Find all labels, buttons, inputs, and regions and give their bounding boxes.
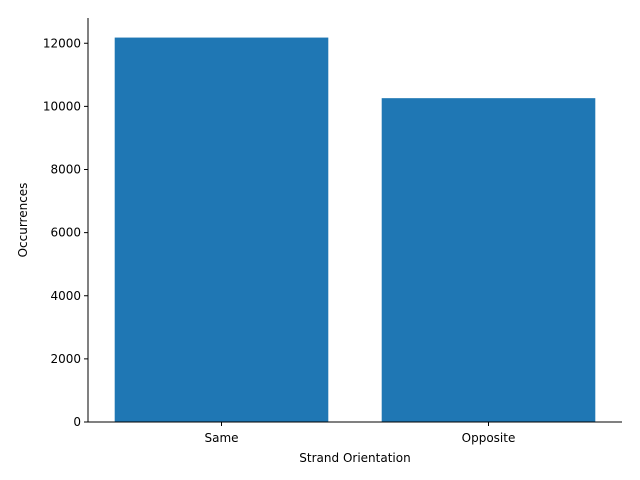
y-tick-label: 0 [73, 415, 81, 429]
bars-group [114, 37, 596, 422]
y-tick-label: 4000 [50, 289, 81, 303]
y-axis-ticks: 0 2000 4000 6000 8000 10000 12000 [43, 36, 88, 429]
y-axis-label: Occurrences [16, 183, 30, 258]
x-axis-ticks: Same Opposite [204, 422, 515, 445]
y-tick-label: 2000 [50, 352, 81, 366]
y-tick-label: 10000 [43, 99, 81, 113]
bar-opposite [381, 98, 596, 422]
y-tick-label: 8000 [50, 163, 81, 177]
y-tick-label: 12000 [43, 36, 81, 50]
y-tick-label: 6000 [50, 226, 81, 240]
x-tick-label: Same [204, 431, 238, 445]
x-axis-label: Strand Orientation [299, 451, 410, 465]
x-tick-label: Opposite [462, 431, 516, 445]
bar-same [114, 37, 329, 422]
